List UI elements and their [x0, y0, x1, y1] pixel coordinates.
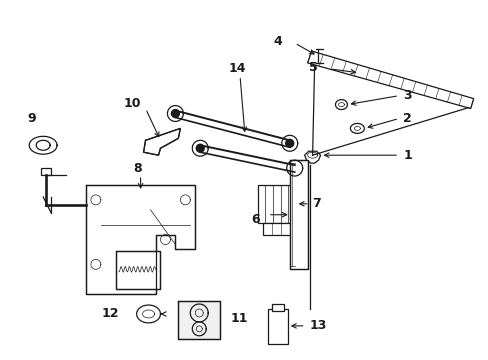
- Polygon shape: [263, 223, 290, 235]
- Text: 4: 4: [273, 35, 282, 48]
- Polygon shape: [290, 164, 298, 172]
- Text: 2: 2: [402, 112, 411, 125]
- Text: 3: 3: [402, 89, 411, 102]
- Text: 9: 9: [27, 112, 36, 125]
- Polygon shape: [257, 185, 295, 223]
- Polygon shape: [196, 144, 204, 152]
- Text: 12: 12: [102, 307, 119, 320]
- Text: 14: 14: [228, 62, 245, 75]
- Polygon shape: [304, 151, 320, 163]
- Polygon shape: [271, 304, 283, 311]
- Text: 6: 6: [251, 213, 260, 226]
- Polygon shape: [143, 129, 180, 155]
- Polygon shape: [307, 51, 473, 109]
- Text: 7: 7: [312, 197, 321, 210]
- Text: 8: 8: [133, 162, 142, 175]
- Text: 1: 1: [402, 149, 411, 162]
- Polygon shape: [267, 309, 287, 344]
- Polygon shape: [41, 168, 51, 175]
- Polygon shape: [178, 301, 220, 339]
- Text: 13: 13: [309, 319, 326, 332]
- Text: 5: 5: [308, 61, 317, 75]
- Polygon shape: [86, 185, 195, 294]
- Polygon shape: [350, 123, 364, 133]
- Polygon shape: [285, 139, 293, 147]
- Polygon shape: [116, 251, 160, 289]
- Polygon shape: [335, 100, 346, 109]
- Polygon shape: [171, 109, 179, 117]
- Text: 11: 11: [230, 312, 247, 325]
- Polygon shape: [289, 160, 307, 269]
- Text: 10: 10: [123, 97, 141, 110]
